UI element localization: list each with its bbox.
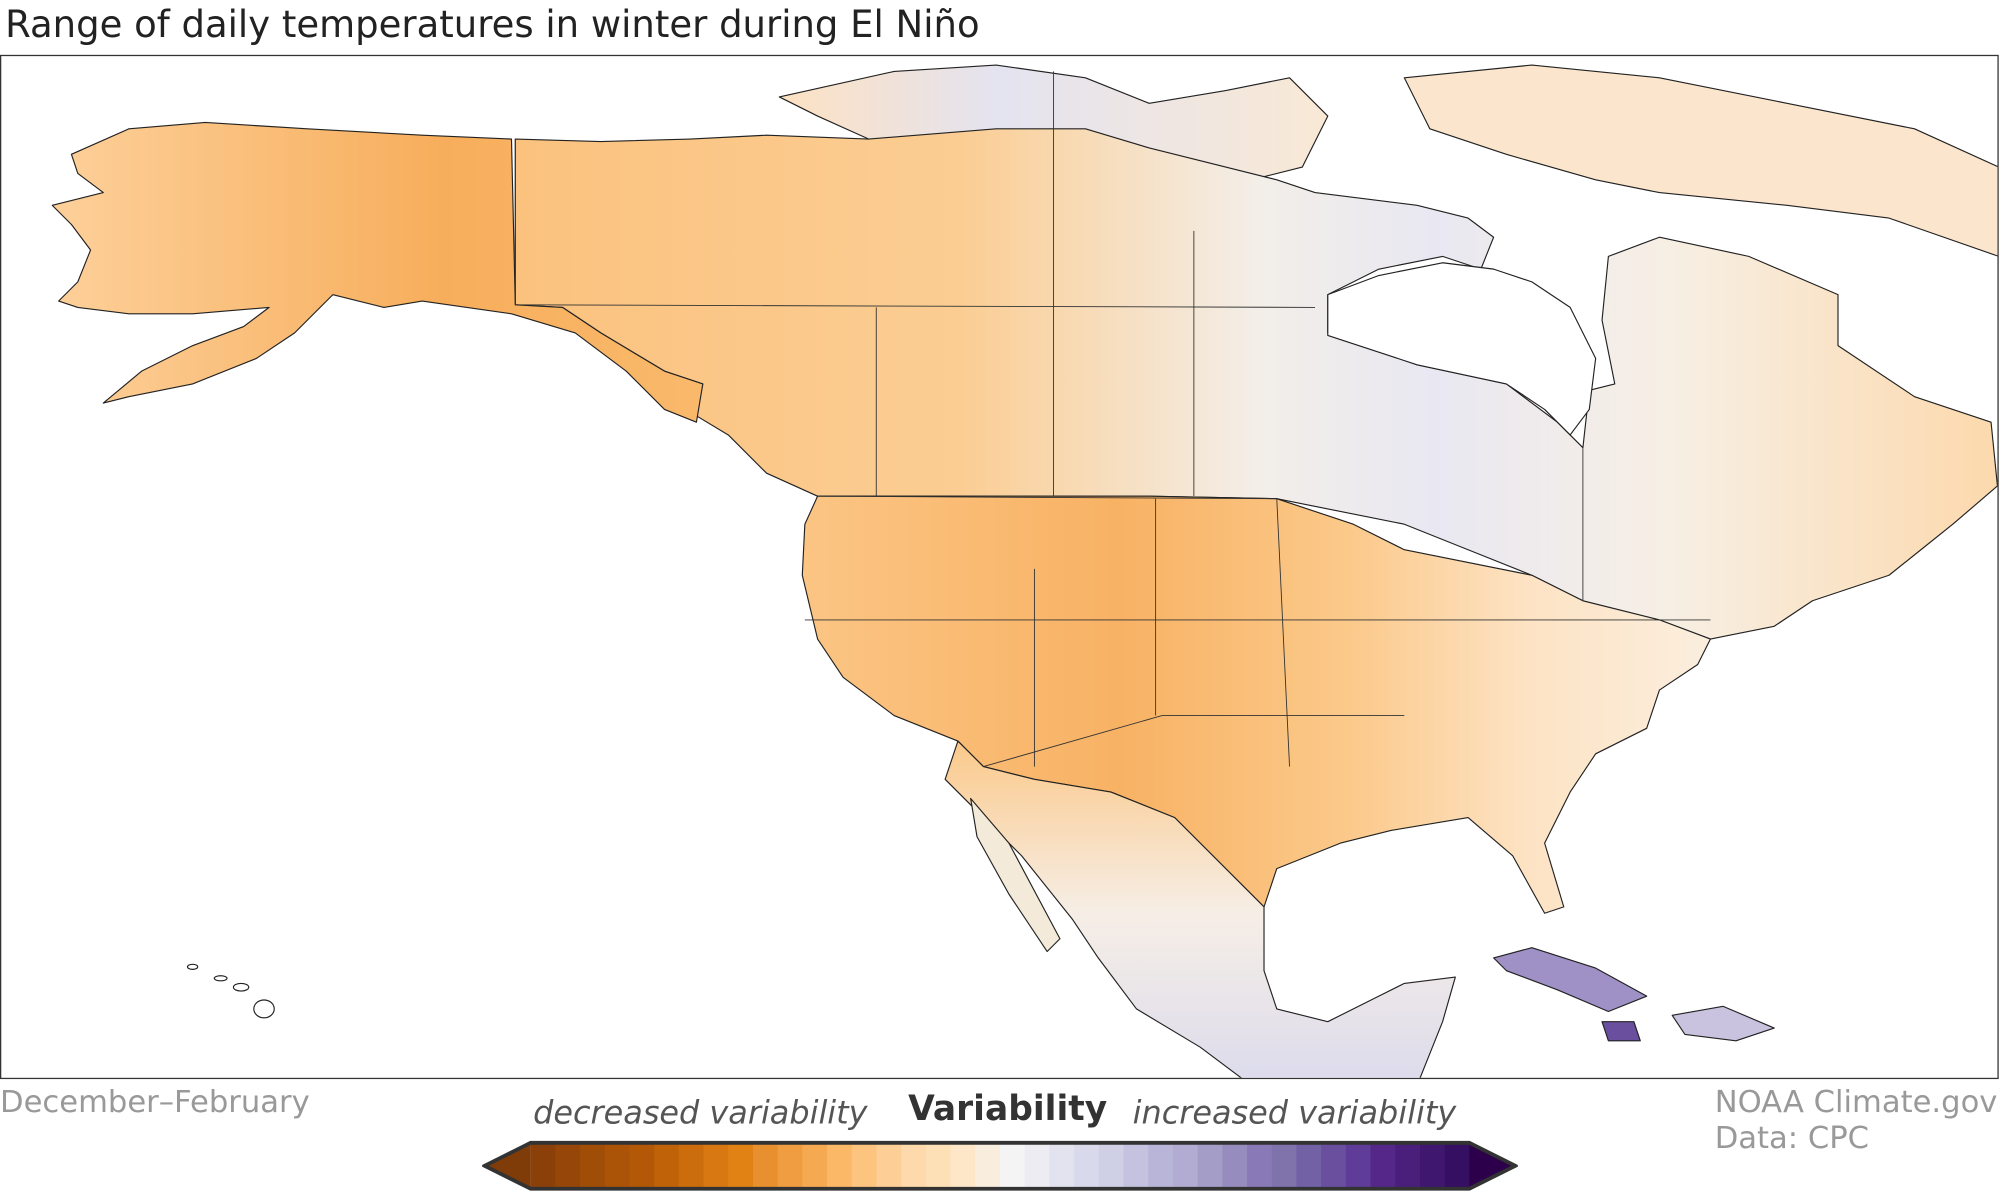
credit-data: Data: CPC [1714, 1119, 1870, 1156]
colorbar-segment [604, 1142, 631, 1189]
credit-source: NOAA Climate.gov [1714, 1084, 1998, 1120]
colorbar-segment [777, 1142, 803, 1189]
colorbar-segment [1395, 1142, 1421, 1189]
colorbar-segment [530, 1142, 556, 1189]
colorbar-segment [1345, 1142, 1372, 1189]
legend-title: Variability [908, 1089, 1108, 1129]
hispaniola [1671, 1005, 1775, 1042]
colorbar-segment [901, 1142, 927, 1189]
colorbar-segment [703, 1142, 729, 1189]
hudson-bay [1327, 262, 1597, 436]
mexico-landmass [944, 740, 1456, 1078]
colorbar-segment [1321, 1142, 1347, 1189]
colorbar-segment [975, 1142, 1001, 1189]
season-label: December–February [0, 1084, 310, 1120]
credit: NOAA Climate.gov Data: CPC [1715, 1084, 1998, 1155]
usa-landmass [801, 495, 1712, 914]
hawaii-island [253, 999, 275, 1019]
colorbar-segment [752, 1142, 779, 1189]
alaska-landmass [51, 121, 704, 423]
colorbar-segment [1123, 1142, 1149, 1189]
jamaica [1601, 1021, 1641, 1042]
colorbar-segment [1222, 1142, 1248, 1189]
colorbar-segment [678, 1142, 705, 1189]
colorbar-low-arrow [484, 1142, 531, 1189]
hawaii-island [186, 963, 199, 970]
greenland-landmass [1403, 64, 1998, 257]
colorbar-segment [1296, 1142, 1322, 1189]
colorbar-segment [802, 1142, 828, 1189]
colorbar [482, 1140, 1518, 1191]
colorbar-segment [1444, 1142, 1471, 1189]
decreased-variability-label: decreased variability [533, 1094, 868, 1132]
colorbar-segment [1197, 1142, 1223, 1189]
map-title: Range of daily temperatures in winter du… [5, 2, 980, 46]
colorbar-segment [925, 1142, 952, 1189]
colorbar-segment [1370, 1142, 1396, 1189]
colorbar-segment [851, 1142, 878, 1189]
colorbar-segment [1098, 1142, 1125, 1189]
colorbar-segment [580, 1142, 606, 1189]
colorbar-segment [654, 1142, 680, 1189]
colorbar-segment [827, 1142, 853, 1189]
colorbar-segment [1247, 1142, 1273, 1189]
colorbar-segment [876, 1142, 902, 1189]
colorbar-segment [1074, 1142, 1100, 1189]
colorbar-outline [482, 1140, 1518, 1191]
colorbar-segment [1419, 1142, 1446, 1189]
colorbar-segment [1271, 1142, 1298, 1189]
colorbar-segment [728, 1142, 754, 1189]
colorbar-segment [1024, 1142, 1051, 1189]
colorbar-segment [950, 1142, 976, 1189]
colorbar-segment [1148, 1142, 1174, 1189]
border-lines [514, 71, 1711, 768]
north-america-map [51, 64, 1998, 1078]
colorbar-segment [629, 1142, 655, 1189]
baja-california [970, 797, 1061, 953]
colorbar-segment [1172, 1142, 1199, 1189]
increased-variability-label: increased variability [1132, 1094, 1457, 1132]
map-frame [0, 54, 1999, 1080]
cuba [1493, 947, 1648, 1013]
hawaii-island [232, 982, 250, 992]
colorbar-segment [555, 1142, 581, 1189]
colorbar-high-arrow [1469, 1142, 1516, 1189]
hawaii-island [213, 975, 228, 982]
colorbar-segment [999, 1142, 1026, 1189]
colorbar-segment [1049, 1142, 1075, 1189]
